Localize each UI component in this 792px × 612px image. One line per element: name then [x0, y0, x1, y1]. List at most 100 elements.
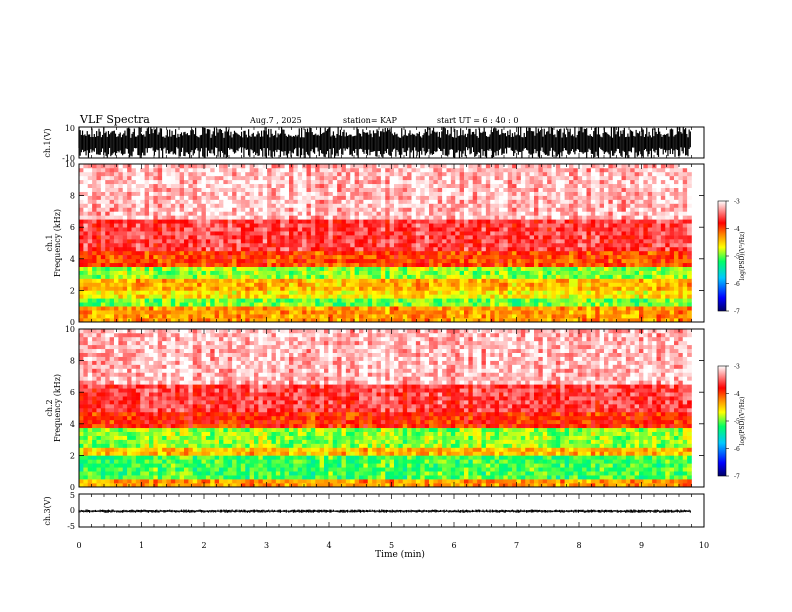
spectrogram-cell	[135, 219, 141, 224]
spectrogram-cell	[538, 199, 544, 204]
spectrogram-cell	[372, 306, 377, 311]
spectrogram-cell	[345, 211, 351, 216]
spectrogram-cell	[144, 262, 150, 267]
spectrogram-cell	[271, 167, 277, 173]
spectrogram-cell	[131, 183, 137, 188]
spectrogram-cell	[429, 294, 434, 299]
spectrogram-cell	[140, 270, 145, 275]
spectrogram-cell	[197, 318, 202, 323]
spectrogram-cell	[131, 298, 137, 303]
spectrogram-cell	[551, 254, 557, 260]
spectrogram-cell	[170, 211, 176, 216]
spectrogram-cell	[315, 254, 320, 260]
spectrogram-cell	[437, 310, 443, 315]
spectrogram-cell	[114, 274, 119, 279]
spectrogram-cell	[79, 167, 84, 173]
spectrogram-cell	[162, 250, 167, 256]
spectrogram-cell	[424, 215, 430, 220]
spectrogram-cell	[96, 195, 102, 200]
spectrogram-cell	[267, 250, 272, 256]
spectrogram-cell	[219, 199, 224, 204]
spectrogram-cell	[415, 250, 421, 256]
spectrogram-cell	[144, 250, 150, 256]
spectrogram-cell	[385, 310, 390, 315]
spectrogram-cell	[516, 314, 522, 319]
spectrogram-cell	[140, 302, 145, 307]
spectrogram-cell	[122, 239, 128, 244]
spectrogram-cell	[437, 203, 443, 208]
spectrogram-cell	[464, 306, 469, 311]
spectrogram-cell	[477, 258, 482, 264]
spectrogram-cell	[516, 282, 522, 287]
spectrogram-cell	[83, 318, 89, 323]
spectrogram-cell	[477, 266, 482, 271]
spectrogram-cell	[240, 179, 246, 185]
spectrogram-cell	[262, 306, 268, 311]
spectrogram-cell	[490, 187, 495, 192]
spectrogram-cell	[359, 250, 364, 256]
spectrogram-cell	[499, 270, 504, 275]
spectrogram-cell	[188, 195, 194, 200]
spectrogram-cell	[429, 164, 434, 169]
spectrogram-cell	[267, 310, 272, 315]
spectrogram-cell	[507, 302, 513, 307]
spectrogram-cell	[157, 191, 163, 196]
spectrogram-cell	[341, 290, 347, 295]
spectrogram-cell	[324, 314, 329, 319]
spectrogram-cell	[490, 290, 495, 295]
spectrogram-cell	[184, 250, 189, 256]
spectrogram-cell	[284, 227, 290, 232]
spectrogram-cell	[459, 183, 465, 188]
spectrogram-cell	[337, 223, 342, 228]
spectrogram-cell	[289, 167, 294, 173]
spectrogram-cell	[214, 211, 220, 216]
spectrogram-cell	[192, 239, 198, 244]
spectrogram-cell	[481, 243, 487, 248]
spectrogram-cell	[227, 250, 233, 256]
spectrogram-cell	[293, 219, 299, 224]
spectrogram-cell	[245, 314, 250, 319]
spectrogram-cell	[254, 306, 259, 311]
spectrogram-cell	[516, 298, 522, 303]
spectrogram-cell	[258, 235, 264, 240]
spectrogram-cell	[236, 179, 242, 185]
spectrogram-cell	[118, 179, 124, 185]
spectrogram-cell	[477, 243, 482, 248]
spectrogram-cell	[140, 243, 145, 248]
spectrogram-cell	[236, 187, 242, 192]
spectrogram-cell	[254, 191, 259, 196]
spectrogram-cell	[293, 203, 299, 208]
spectrogram-cell	[197, 199, 202, 204]
spectrogram-cell	[516, 258, 522, 264]
spectrogram-cell	[490, 274, 495, 279]
spectrogram-cell	[529, 195, 535, 200]
spectrogram-cell	[503, 227, 509, 232]
spectrogram-cell	[232, 282, 237, 287]
spectrogram-cell	[446, 318, 452, 323]
spectrogram-cell	[140, 298, 145, 303]
spectrogram-cell	[380, 278, 386, 283]
spectrogram-cell	[477, 254, 482, 260]
spectrogram-cell	[297, 278, 303, 283]
spectrogram-cell	[258, 203, 264, 208]
spectrogram-cell	[424, 258, 430, 264]
spectrogram-cell	[415, 183, 421, 188]
spectrogram-cell	[490, 282, 495, 287]
spectrogram-cell	[175, 219, 180, 224]
spectrogram-cell	[188, 254, 194, 260]
spectrogram-cell	[109, 164, 115, 169]
spectrogram-cell	[140, 199, 145, 204]
spectrogram-cell	[144, 187, 150, 192]
spectrogram-cell	[131, 235, 137, 240]
spectrogram-cell	[184, 187, 189, 192]
spectrogram-cell	[87, 298, 93, 303]
spectrogram-cell	[350, 203, 355, 208]
spectrogram-cell	[398, 183, 404, 188]
spectrogram-cell	[293, 278, 299, 283]
spectrogram-cell	[450, 298, 456, 303]
spectrogram-cell	[166, 266, 172, 271]
spectrogram-cell	[437, 195, 443, 200]
spectrogram-cell	[83, 262, 89, 267]
spectrogram-cell	[149, 175, 154, 181]
spectrogram-cell	[236, 262, 242, 267]
